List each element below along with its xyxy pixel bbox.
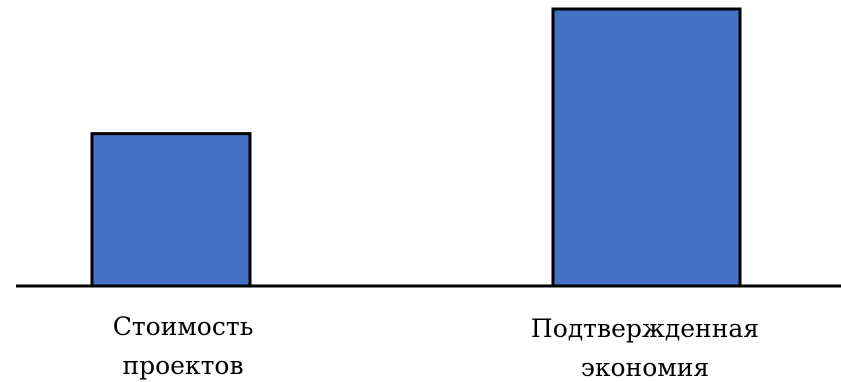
- category-labels-group: Стоимость проектов Подтвержденная экономия: [113, 312, 759, 382]
- bar-2: [551, 7, 742, 288]
- category-label-1-line-2: проектов: [122, 351, 243, 380]
- bars-group: [90, 7, 742, 288]
- category-label-1-line-1: Стоимость: [113, 312, 254, 341]
- bar-1: [90, 132, 252, 288]
- category-label-2-line-1: Подтвержденная: [531, 314, 759, 343]
- category-label-2-line-2: экономия: [581, 353, 709, 382]
